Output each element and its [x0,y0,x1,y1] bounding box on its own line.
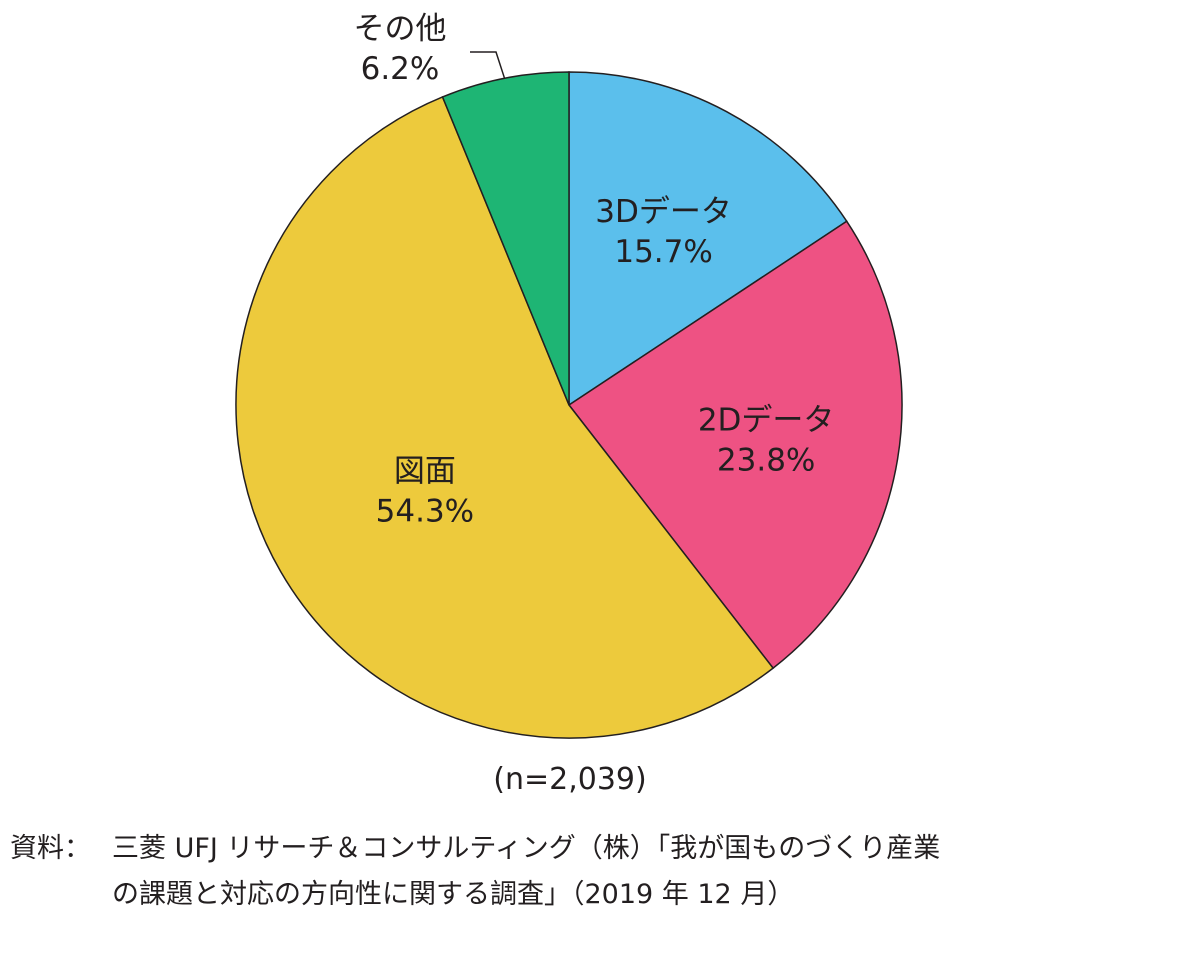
source-note: 資料： 三菱 UFJ リサーチ＆コンサルティング（株）「我が国ものづくり産業 の課… [10,826,940,918]
pie-slice [235,95,775,739]
slice-value-label: 23.8% [717,442,815,478]
callout-line [470,51,506,79]
source-line-2: の課題と対応の方向性に関する調査」（2019 年 12 月） [112,879,795,910]
source-prefix: 資料： [10,833,91,864]
slice-label: その他 6.2% [354,11,447,87]
slice-category-label: その他 [354,11,447,47]
pie-callouts [470,51,506,79]
source-line-1: 資料： 三菱 UFJ リサーチ＆コンサルティング（株）「我が国ものづくり産業 [10,826,940,872]
pie-slice [441,71,570,406]
pie-slice [568,71,848,407]
pie-slice [567,220,903,670]
slice-label: 3Dデータ 15.7% [595,194,732,270]
slice-value-label: 6.2% [361,51,440,87]
slice-label: 図面 54.3% [376,453,474,529]
slice-value-label: 54.3% [376,493,474,529]
slice-category-label: 図面 [394,453,456,489]
sample-size-note: (n=2,039) [493,762,647,797]
source-text-1: 三菱 UFJ リサーチ＆コンサルティング（株）「我が国ものづくり産業 [112,833,941,864]
pie-labels: 3Dデータ 15.7% 2Dデータ 23.8% 図面 54.3% その他 6.2% [354,11,835,529]
slice-value-label: 15.7% [614,234,712,270]
pie-slices [235,71,903,739]
slice-category-label: 2Dデータ [698,402,835,438]
pie-chart: 3Dデータ 15.7% 2Dデータ 23.8% 図面 54.3% その他 6.2% [235,11,903,739]
slice-category-label: 3Dデータ [595,194,732,230]
slice-label: 2Dデータ 23.8% [698,402,835,478]
